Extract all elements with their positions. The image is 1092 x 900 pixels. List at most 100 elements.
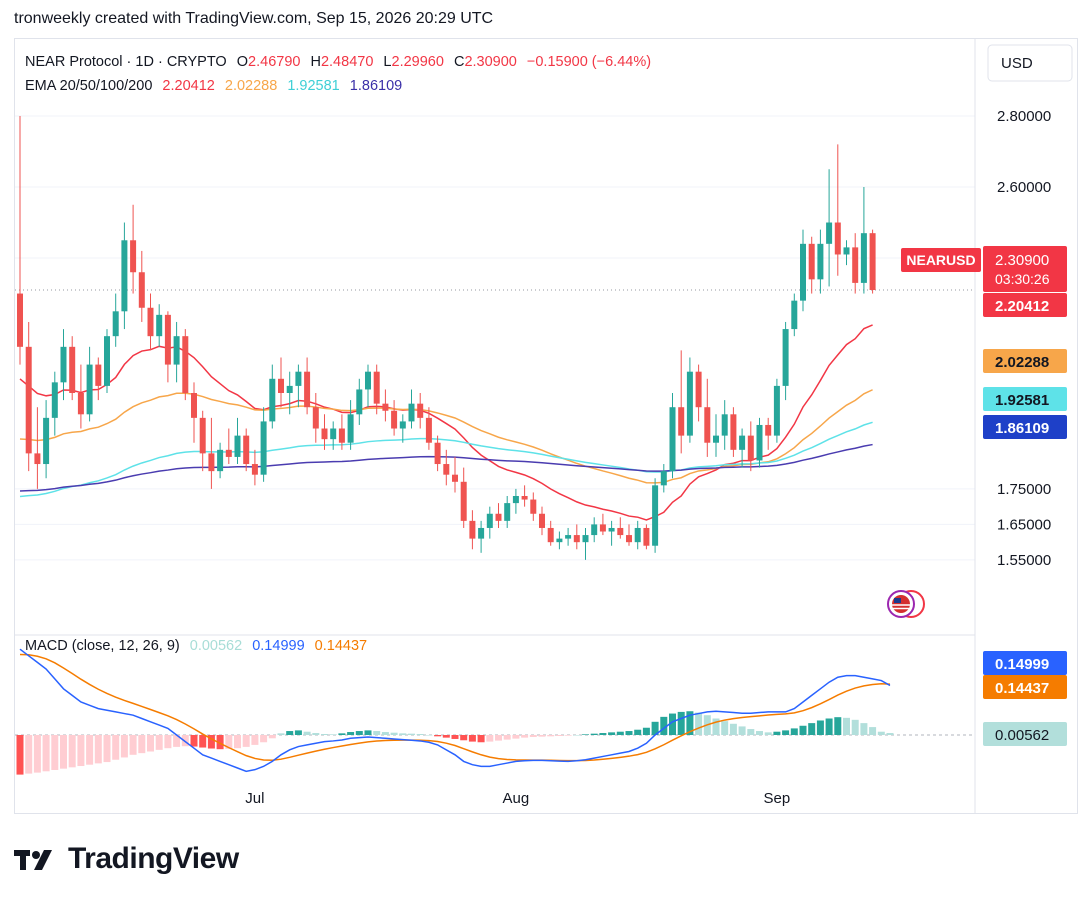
candle [469, 510, 476, 550]
candle-body [652, 485, 659, 546]
candle-body [138, 272, 145, 308]
tradingview-logo[interactable]: TradingView [14, 842, 239, 876]
candle [330, 421, 337, 450]
candle-body [17, 293, 23, 347]
candle-body [852, 247, 859, 283]
candle [608, 520, 615, 546]
candle-body [721, 414, 728, 436]
candle-body [739, 435, 746, 450]
candle-body [599, 524, 606, 532]
macd-hist-bar [590, 733, 598, 735]
candle-body [373, 371, 380, 404]
ema100-line [19, 421, 873, 498]
currency-button[interactable] [987, 44, 1073, 82]
candle-body [460, 481, 467, 521]
macd-hist-bar [738, 726, 746, 735]
legend-high-label: H [310, 54, 320, 70]
macd-hist-bar [16, 735, 24, 775]
macd-hist-bar [825, 718, 833, 735]
candle [347, 400, 354, 450]
macd-hist-bar [616, 731, 624, 735]
candle [17, 115, 23, 365]
ema200-value: 1.86109 [350, 78, 402, 94]
ema100-value: 1.92581 [287, 78, 339, 94]
candle [860, 187, 867, 294]
candle [817, 229, 824, 294]
candle [95, 357, 102, 401]
candle-body [408, 403, 415, 422]
ema200-tag-bg [983, 415, 1067, 439]
candle [626, 524, 632, 546]
macd-hist-bar [399, 733, 407, 735]
candle [852, 233, 859, 294]
candle [443, 449, 450, 486]
time-tick-label: Aug [503, 790, 530, 807]
candle-body [356, 389, 363, 415]
symbol-tag-bg [901, 248, 981, 272]
price-tick-label: 1.65000 [997, 516, 1051, 533]
us-flag-icon[interactable] [887, 590, 925, 618]
candle [43, 400, 50, 479]
candle [217, 442, 224, 479]
candle [556, 531, 563, 550]
macd-hist-bar [364, 730, 372, 735]
macd-hist-bar [512, 735, 520, 739]
candle [147, 293, 154, 351]
candle-body [130, 240, 137, 273]
candle-body [112, 311, 119, 337]
candle [565, 527, 572, 546]
candle-body [556, 538, 563, 543]
candle-body [617, 527, 624, 536]
ema100-tag-bg [983, 387, 1067, 411]
macd-hist-bar [860, 723, 868, 735]
candle [382, 389, 389, 422]
candle-body [747, 435, 754, 461]
candle [773, 378, 780, 443]
macd-tag-bg [983, 651, 1067, 675]
candle-body [678, 407, 685, 436]
candle-body [43, 417, 50, 465]
candle-body [304, 371, 311, 408]
candle [199, 410, 206, 472]
candle [582, 527, 589, 560]
candle-body [191, 393, 197, 418]
macd-hist-bar [521, 735, 529, 738]
macd-hist-bar [338, 733, 346, 735]
candle [521, 485, 528, 507]
candle-body [495, 513, 502, 521]
macd-hist-bar [355, 731, 363, 735]
candle [77, 364, 84, 429]
candle [356, 378, 363, 425]
macd-hist-bar [199, 735, 207, 748]
macd-hist-bar [669, 713, 676, 735]
candle [756, 417, 763, 468]
macd-hist-bar [634, 729, 642, 735]
macd-hist-bar [60, 735, 67, 769]
candle-body [478, 527, 485, 539]
macd-hist-bar [468, 735, 476, 742]
chart-frame: NEAR Protocol · 1D · CRYPTO O2.46790 H2.… [14, 38, 1078, 814]
candle-body [225, 449, 232, 457]
candle [60, 329, 67, 401]
macd-hist-bar [312, 733, 320, 735]
macd-hist-bar [599, 733, 607, 735]
candle [539, 506, 545, 536]
candle-body [521, 496, 528, 500]
macd-hist-bar [555, 735, 563, 736]
tradingview-logo-icon [14, 850, 52, 870]
candle-body [382, 403, 389, 411]
candle [652, 478, 659, 553]
symbol-tag: NEARUSD [906, 252, 975, 268]
hist-tag-bg [983, 722, 1067, 746]
macd-hist-bar [538, 735, 546, 737]
macd-hist-bar [251, 735, 259, 745]
candle-body [686, 371, 693, 436]
macd-hist-bar [147, 735, 154, 752]
price-grid [15, 115, 975, 561]
candle [547, 520, 554, 546]
macd-hist-bar [869, 727, 877, 735]
candle [495, 503, 502, 528]
candle [660, 464, 667, 493]
candle [269, 364, 276, 429]
candle-body [452, 474, 458, 482]
